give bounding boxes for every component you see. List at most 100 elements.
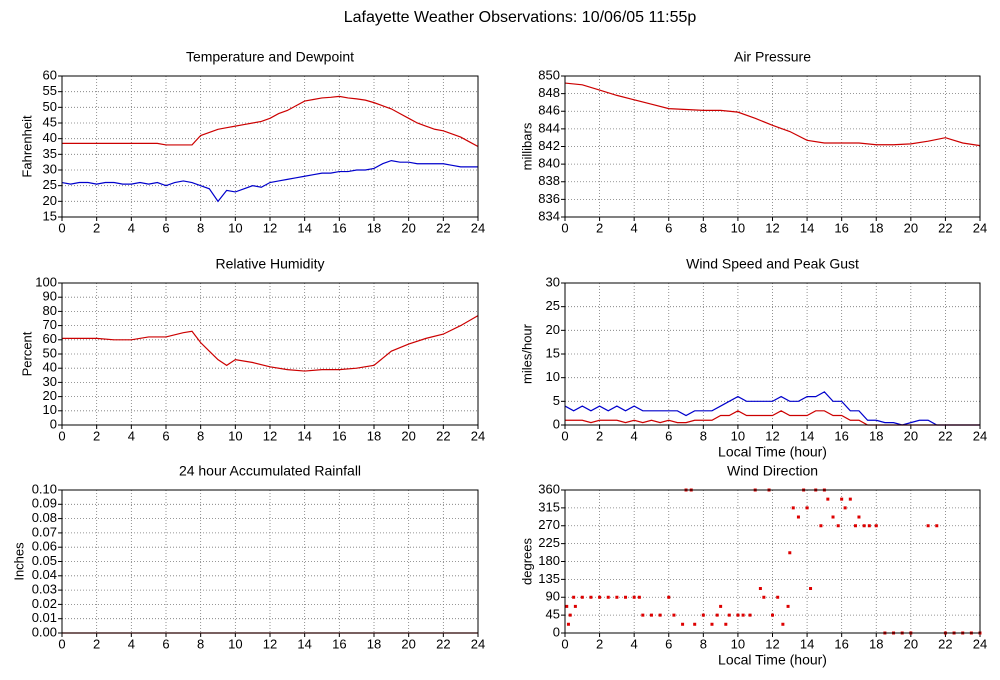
y-tick-label: 40 bbox=[43, 360, 57, 375]
y-tick-label: 20 bbox=[43, 193, 57, 208]
y-tick-label: 30 bbox=[43, 161, 57, 176]
y-tick-label: 60 bbox=[43, 67, 57, 82]
x-tick-label: 18 bbox=[869, 428, 883, 443]
data-point bbox=[710, 622, 714, 626]
plot-frame bbox=[564, 489, 981, 634]
plot-frame bbox=[564, 75, 981, 218]
y-axis-label: miles/hour bbox=[519, 323, 534, 384]
y-axis-label: Percent bbox=[19, 331, 34, 376]
x-tick-label: 22 bbox=[938, 636, 952, 651]
x-tick-label: 20 bbox=[904, 636, 918, 651]
y-tick-label: 90 bbox=[43, 289, 57, 304]
x-tick-label: 16 bbox=[332, 220, 346, 235]
x-tick-label: 2 bbox=[596, 636, 603, 651]
data-point bbox=[580, 595, 584, 599]
x-tick-label: 24 bbox=[471, 428, 485, 443]
data-point bbox=[791, 506, 795, 510]
x-tick-label: 6 bbox=[162, 636, 169, 651]
chart-title: 24 hour Accumulated Rainfall bbox=[179, 463, 361, 479]
x-tick-label: 10 bbox=[731, 220, 745, 235]
x-tick-label: 22 bbox=[436, 428, 450, 443]
y-tick-label: 0.02 bbox=[32, 596, 57, 611]
x-tick-label: 4 bbox=[128, 636, 135, 651]
data-line bbox=[61, 159, 478, 203]
x-tick-label: 20 bbox=[401, 220, 415, 235]
x-tick-label: 22 bbox=[436, 220, 450, 235]
x-tick-label: 18 bbox=[869, 636, 883, 651]
y-tick-label: 840 bbox=[538, 156, 560, 171]
y-tick-label: 850 bbox=[538, 67, 560, 82]
data-point bbox=[736, 613, 740, 617]
data-point bbox=[854, 524, 857, 528]
y-tick-label: 60 bbox=[43, 331, 57, 346]
y-tick-label: 30 bbox=[546, 274, 560, 289]
x-tick-label: 14 bbox=[297, 220, 311, 235]
y-tick-label: 45 bbox=[43, 114, 57, 129]
data-point bbox=[589, 595, 593, 599]
x-tick-label: 4 bbox=[128, 428, 135, 443]
y-tick-label: 20 bbox=[43, 388, 57, 403]
x-tick-label: 12 bbox=[765, 636, 779, 651]
x-tick-label: 10 bbox=[228, 220, 242, 235]
data-point bbox=[727, 613, 731, 617]
data-point bbox=[681, 622, 685, 626]
x-tick-label: 16 bbox=[834, 428, 848, 443]
x-tick-label: 20 bbox=[401, 428, 415, 443]
y-tick-label: 45 bbox=[546, 607, 560, 622]
data-point bbox=[658, 613, 662, 617]
data-point bbox=[748, 613, 752, 617]
data-point bbox=[598, 595, 602, 599]
data-point bbox=[762, 595, 766, 599]
page-title: Lafayette Weather Observations: 10/06/05… bbox=[344, 9, 697, 26]
data-point bbox=[568, 613, 572, 617]
y-tick-label: 846 bbox=[538, 103, 560, 118]
x-tick-label: 22 bbox=[938, 428, 952, 443]
y-tick-label: 836 bbox=[538, 191, 560, 206]
y-axis-label: millibars bbox=[519, 122, 534, 170]
x-tick-label: 8 bbox=[197, 636, 204, 651]
y-axis-label: Inches bbox=[11, 542, 26, 581]
x-tick-label: 0 bbox=[58, 428, 65, 443]
data-point bbox=[724, 622, 728, 626]
data-point bbox=[719, 604, 723, 608]
x-tick-label: 16 bbox=[834, 636, 848, 651]
data-point bbox=[788, 551, 792, 555]
y-tick-label: 848 bbox=[538, 85, 560, 100]
y-tick-label: 225 bbox=[538, 535, 560, 550]
x-tick-label: 4 bbox=[128, 220, 135, 235]
data-point bbox=[615, 595, 619, 599]
x-tick-label: 12 bbox=[263, 220, 277, 235]
data-line bbox=[62, 315, 479, 372]
y-tick-label: 0 bbox=[553, 416, 560, 431]
x-tick-label: 12 bbox=[765, 428, 779, 443]
data-point bbox=[715, 613, 719, 617]
x-tick-label: 2 bbox=[93, 636, 100, 651]
x-tick-label: 12 bbox=[765, 220, 779, 235]
y-tick-label: 0.08 bbox=[32, 510, 57, 525]
x-tick-label: 20 bbox=[904, 428, 918, 443]
y-tick-label: 360 bbox=[538, 481, 560, 496]
chart-title: Temperature and Dewpoint bbox=[186, 49, 354, 65]
x-tick-label: 12 bbox=[263, 428, 277, 443]
y-tick-label: 50 bbox=[43, 99, 57, 114]
x-tick-label: 6 bbox=[665, 636, 672, 651]
x-tick-label: 24 bbox=[973, 636, 987, 651]
data-point bbox=[843, 506, 847, 510]
y-tick-label: 838 bbox=[538, 173, 560, 188]
data-point bbox=[836, 524, 840, 528]
y-tick-label: 842 bbox=[538, 138, 560, 153]
y-tick-label: 0.01 bbox=[32, 610, 57, 625]
data-point bbox=[826, 497, 830, 501]
x-tick-label: 2 bbox=[596, 428, 603, 443]
data-line bbox=[62, 95, 479, 148]
x-tick-label: 0 bbox=[561, 428, 568, 443]
y-tick-label: 25 bbox=[43, 177, 57, 192]
y-tick-label: 0.07 bbox=[32, 524, 57, 539]
y-tick-label: 15 bbox=[546, 345, 560, 360]
x-tick-label: 16 bbox=[332, 428, 346, 443]
plot-frame bbox=[564, 282, 981, 426]
y-tick-label: 0.09 bbox=[32, 496, 57, 511]
x-tick-label: 22 bbox=[436, 636, 450, 651]
data-point bbox=[857, 515, 861, 519]
